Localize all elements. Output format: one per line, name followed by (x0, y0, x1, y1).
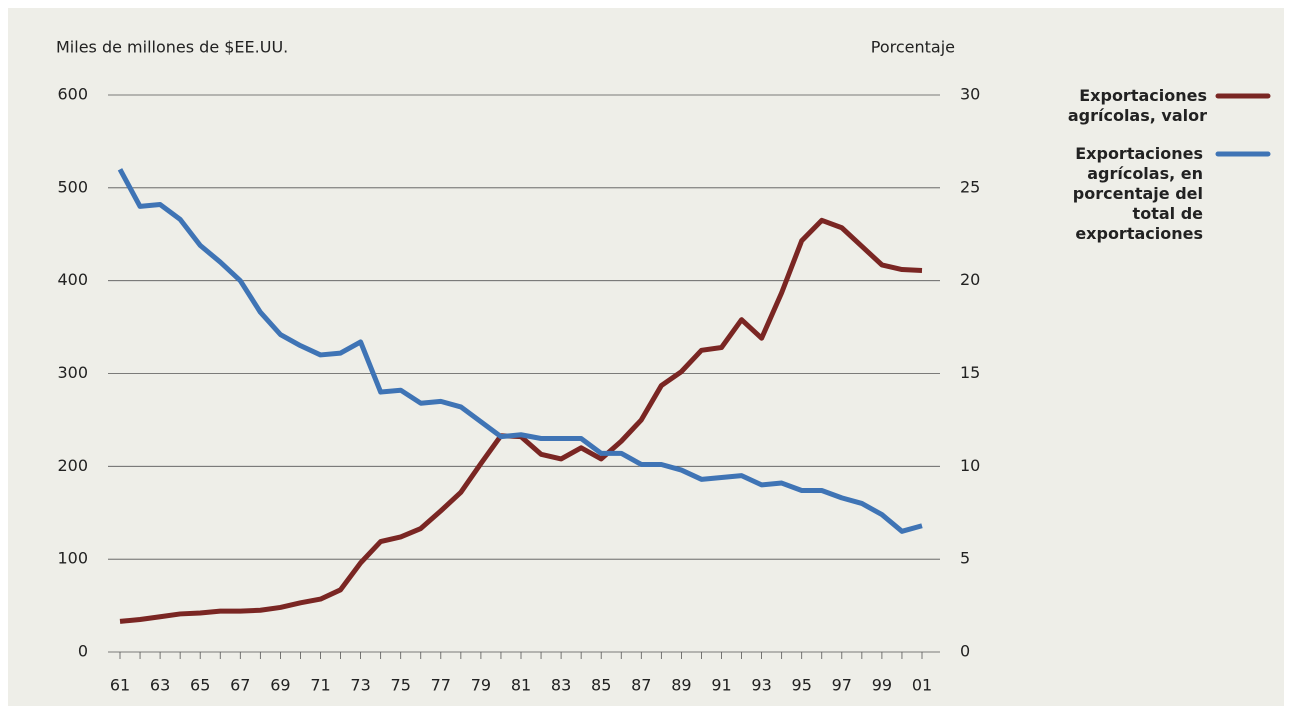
x-tick-label: 75 (391, 676, 411, 695)
x-tick-label: 77 (431, 676, 451, 695)
y-tick-label: 0 (78, 642, 88, 661)
y-tick-label: 500 (57, 177, 88, 196)
x-tick-label: 95 (792, 676, 812, 695)
y2-tick-label: 30 (960, 85, 980, 104)
y2-tick-label: 15 (960, 363, 980, 382)
x-tick-label: 79 (471, 676, 491, 695)
x-tick-label: 71 (310, 676, 330, 695)
y-tick-label: 200 (57, 456, 88, 475)
legend-label: Exportaciones agrícolas, en porcentaje d… (1072, 144, 1203, 243)
y2-tick-label: 25 (960, 177, 980, 196)
x-tick-label: 85 (591, 676, 611, 695)
x-tick-label: 63 (150, 676, 170, 695)
y-tick-label: 400 (57, 270, 88, 289)
y-tick-label: 100 (57, 549, 88, 568)
y2-tick-label: 10 (960, 456, 980, 475)
x-tick-label: 89 (671, 676, 691, 695)
series-line (117, 168, 923, 534)
x-tick-label: 73 (350, 676, 370, 695)
y2-tick-label: 5 (960, 549, 970, 568)
y-axis-label: Miles de millones de $EE.UU. (56, 38, 288, 57)
x-tick-label: 61 (110, 676, 130, 695)
x-tick-label: 01 (912, 676, 932, 695)
x-tick-label: 93 (751, 676, 771, 695)
x-tick-label: 83 (551, 676, 571, 695)
background (8, 8, 1284, 706)
x-tick-label: 67 (230, 676, 250, 695)
x-tick-label: 69 (270, 676, 290, 695)
y-tick-label: 300 (57, 363, 88, 382)
y2-tick-label: 0 (960, 642, 970, 661)
y2-tick-label: 20 (960, 270, 980, 289)
x-tick-label: 91 (711, 676, 731, 695)
x-tick-label: 97 (832, 676, 852, 695)
x-tick-label: 87 (631, 676, 651, 695)
legend-label: Exportaciones agrícolas, valor (1067, 86, 1207, 125)
y-tick-label: 600 (57, 85, 88, 104)
x-tick-label: 65 (190, 676, 210, 695)
x-tick-label: 99 (872, 676, 892, 695)
y2-axis-label: Porcentaje (871, 38, 955, 57)
x-tick-label: 81 (511, 676, 531, 695)
